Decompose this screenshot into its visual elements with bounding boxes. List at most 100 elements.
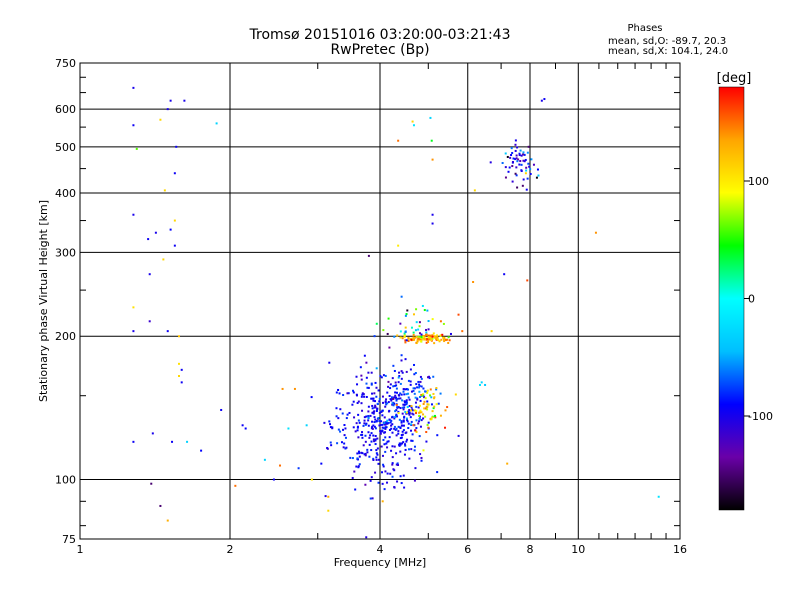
- data-point: [509, 156, 512, 159]
- data-point: [504, 176, 507, 179]
- data-point: [400, 421, 403, 424]
- data-point: [329, 426, 332, 429]
- chart-title: Tromsø 20151016 03:20:00-03:21:43: [249, 27, 511, 43]
- data-point: [526, 151, 529, 154]
- data-point: [364, 483, 367, 486]
- data-point: [384, 470, 387, 473]
- data-point: [528, 165, 531, 168]
- data-point: [424, 415, 427, 418]
- data-point: [412, 424, 415, 427]
- data-point: [520, 170, 523, 173]
- data-point: [375, 367, 378, 370]
- data-point: [409, 383, 412, 386]
- data-point: [417, 422, 420, 425]
- data-point: [446, 406, 449, 409]
- data-point: [511, 151, 514, 154]
- data-point: [411, 412, 414, 415]
- data-point: [166, 330, 169, 333]
- data-point: [407, 388, 410, 391]
- data-point: [511, 165, 514, 168]
- data-point: [507, 170, 510, 173]
- data-point: [281, 387, 284, 390]
- data-point: [408, 404, 411, 407]
- data-point: [436, 434, 439, 437]
- data-point: [386, 391, 389, 394]
- data-point: [374, 381, 377, 384]
- data-point: [367, 254, 370, 257]
- y-axis-label: Stationary phase Virtual Height [km]: [37, 200, 50, 402]
- data-point: [427, 426, 430, 429]
- data-point: [379, 431, 382, 434]
- data-point: [374, 443, 377, 446]
- data-point: [369, 479, 372, 482]
- data-point: [353, 416, 356, 419]
- data-point: [384, 405, 387, 408]
- data-point: [415, 412, 418, 415]
- data-point: [370, 432, 373, 435]
- colorbar-ticks: 100 0 -100: [744, 175, 773, 423]
- data-point: [343, 434, 346, 437]
- data-point: [384, 401, 387, 404]
- data-point: [401, 371, 404, 374]
- data-point: [394, 428, 397, 431]
- data-point: [419, 380, 422, 383]
- y-tick-label: 75: [62, 533, 76, 546]
- data-point: [132, 440, 135, 443]
- data-point: [385, 398, 388, 401]
- data-point: [362, 424, 365, 427]
- data-point: [394, 394, 397, 397]
- data-point: [293, 387, 296, 390]
- data-point: [400, 377, 403, 380]
- data-point: [514, 139, 517, 142]
- data-point: [423, 407, 426, 410]
- data-point: [438, 340, 441, 343]
- data-point: [349, 456, 352, 459]
- data-point: [384, 423, 387, 426]
- data-point: [368, 443, 371, 446]
- data-point: [365, 536, 368, 539]
- data-point: [390, 396, 393, 399]
- data-point: [413, 392, 416, 395]
- data-point: [352, 389, 355, 392]
- phases-o-stats: mean, sd,O: -89.7, 20.3: [608, 36, 726, 47]
- data-point: [374, 427, 377, 430]
- data-point: [535, 176, 538, 179]
- data-point: [414, 401, 417, 404]
- data-point: [388, 394, 391, 397]
- data-point: [410, 406, 413, 409]
- data-point: [272, 478, 275, 481]
- data-point: [381, 500, 384, 503]
- data-point: [431, 158, 434, 161]
- data-point: [244, 427, 247, 430]
- data-point: [339, 430, 342, 433]
- data-point: [439, 320, 442, 323]
- data-point: [337, 417, 340, 420]
- data-point: [371, 407, 374, 410]
- data-point: [518, 154, 521, 157]
- data-point: [439, 414, 442, 417]
- data-point: [419, 409, 422, 412]
- data-point: [371, 425, 374, 428]
- data-point: [381, 414, 384, 417]
- data-point: [154, 231, 157, 234]
- data-point: [418, 420, 421, 423]
- data-point: [400, 434, 403, 437]
- data-point: [422, 413, 425, 416]
- data-point: [365, 361, 368, 364]
- data-point: [418, 383, 421, 386]
- data-point: [434, 335, 437, 338]
- data-point: [382, 374, 385, 377]
- data-point: [432, 392, 435, 395]
- data-point: [361, 452, 364, 455]
- data-point: [405, 401, 408, 404]
- data-point: [370, 397, 373, 400]
- data-point: [173, 244, 176, 247]
- data-point: [360, 402, 363, 405]
- data-point: [341, 412, 344, 415]
- data-point: [522, 159, 525, 162]
- data-point: [374, 439, 377, 442]
- data-point: [374, 471, 377, 474]
- data-point: [414, 336, 417, 339]
- data-point: [357, 436, 360, 439]
- data-point: [400, 370, 403, 373]
